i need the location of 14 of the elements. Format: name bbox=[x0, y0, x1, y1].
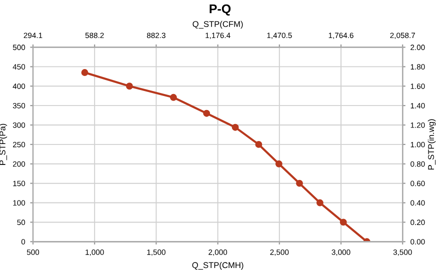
point bbox=[255, 140, 262, 148]
x2-axis-title: Q_STP(CFM) bbox=[192, 20, 243, 29]
point bbox=[316, 199, 324, 206]
point bbox=[203, 110, 210, 117]
point bbox=[126, 82, 133, 90]
point bbox=[296, 180, 303, 187]
point bbox=[275, 160, 282, 168]
point bbox=[340, 218, 347, 226]
x-axis-title: Q_STP(CMH) bbox=[192, 262, 244, 270]
y2-axis-title: P_STP(in.wg) bbox=[428, 119, 436, 170]
point bbox=[81, 69, 88, 76]
point bbox=[232, 124, 239, 131]
chart-title: P-Q bbox=[210, 4, 231, 16]
point bbox=[170, 94, 177, 101]
